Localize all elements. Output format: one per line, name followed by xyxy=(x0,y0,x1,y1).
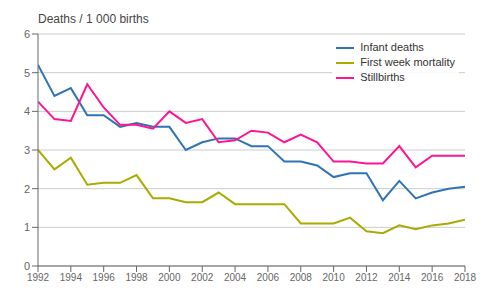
svg-text:2004: 2004 xyxy=(224,272,247,283)
svg-text:2012: 2012 xyxy=(355,272,378,283)
svg-text:2006: 2006 xyxy=(257,272,280,283)
svg-text:2016: 2016 xyxy=(421,272,444,283)
svg-text:0: 0 xyxy=(24,260,30,272)
svg-text:1994: 1994 xyxy=(60,272,83,283)
svg-text:6: 6 xyxy=(24,28,30,40)
svg-text:1998: 1998 xyxy=(125,272,148,283)
svg-text:5: 5 xyxy=(24,67,30,79)
html-text:Deaths / 1 000 births: Deaths / 1 000 births xyxy=(38,12,149,26)
svg-text:2002: 2002 xyxy=(191,272,214,283)
svg-text:4: 4 xyxy=(24,105,30,117)
html-text:First week mortality: First week mortality xyxy=(360,56,455,68)
svg-text:3: 3 xyxy=(24,144,30,156)
svg-text:2008: 2008 xyxy=(290,272,313,283)
svg-text:2010: 2010 xyxy=(322,272,345,283)
svg-text:2: 2 xyxy=(24,183,30,195)
svg-text:1992: 1992 xyxy=(27,272,50,283)
svg-text:2000: 2000 xyxy=(158,272,181,283)
html-text:Stillbirths: Stillbirths xyxy=(360,71,405,83)
svg-text:2014: 2014 xyxy=(388,272,411,283)
svg-text:2018: 2018 xyxy=(454,272,477,283)
html-text:Infant deaths: Infant deaths xyxy=(360,41,424,53)
svg-text:1996: 1996 xyxy=(93,272,116,283)
svg-text:1: 1 xyxy=(24,221,30,233)
